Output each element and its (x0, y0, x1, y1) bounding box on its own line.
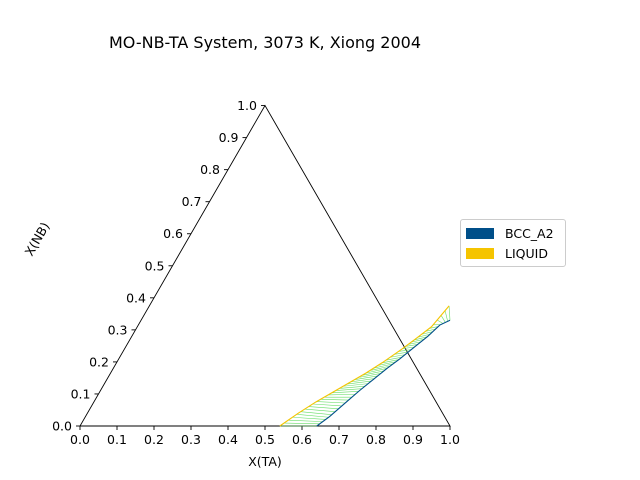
y-tick-label: 0.3 (108, 322, 128, 337)
y-tick-label: 0.8 (200, 162, 220, 177)
x-tick-label: 0.3 (181, 432, 201, 447)
tie-line (369, 365, 391, 371)
tie-line (373, 363, 394, 369)
legend-label-bcc: BCC_A2 (505, 226, 554, 241)
tie-line (327, 393, 356, 396)
tie-line (296, 414, 329, 418)
y-tick-label: 0.5 (145, 258, 165, 273)
triangle-outline (79, 104, 451, 427)
x-tick-label: 0.9 (403, 432, 423, 447)
tie-line (292, 416, 326, 420)
liquid-boundary-line (279, 305, 450, 427)
x-tick-label: 0.7 (329, 432, 349, 447)
tie-line (402, 346, 415, 349)
legend: BCC_A2 LIQUID (460, 219, 566, 267)
tie-line (436, 319, 444, 324)
legend-swatch-liquid (466, 248, 494, 259)
tie-line (361, 370, 385, 376)
y-tick-label: 0.0 (52, 419, 72, 434)
tie-line (408, 341, 421, 345)
x-tick-label: 0.5 (255, 432, 275, 447)
tie-line (398, 349, 412, 352)
tie-line (343, 383, 369, 387)
tie-line (390, 354, 406, 358)
y-tick-label: 0.4 (126, 290, 146, 305)
y-tick-label: 0.1 (71, 386, 91, 401)
tie-line (339, 385, 366, 389)
tie-line (331, 391, 359, 394)
legend-label-liquid: LIQUID (505, 246, 548, 261)
tie-line (429, 326, 439, 329)
y-tick-label: 0.9 (219, 130, 239, 145)
x-tick-label: 0.4 (218, 432, 238, 447)
y-tick-label: 0.6 (163, 226, 183, 241)
tie-line (358, 373, 381, 378)
chart-title: MO-NB-TA System, 3073 K, Xiong 2004 (108, 33, 422, 52)
tie-line (312, 403, 342, 407)
tie-line (385, 356, 402, 361)
tie-line (300, 411, 332, 415)
tie-line (377, 361, 396, 366)
tie-line (354, 375, 378, 380)
x-tick-label: 0.2 (144, 432, 164, 447)
tie-line (411, 339, 425, 343)
tie-line (308, 406, 339, 410)
tie-line (320, 399, 349, 401)
x-tick-label: 1.0 (440, 432, 460, 447)
tie-line (346, 380, 372, 385)
x-tick-label: 0.8 (366, 432, 386, 447)
tie-line (444, 310, 448, 322)
phase-boundaries (279, 305, 451, 427)
ternary-axes (79, 104, 451, 427)
tie-line (288, 419, 323, 422)
y-tick-label: 0.7 (182, 194, 202, 209)
tie-line (350, 378, 375, 383)
bcc-boundary-line (316, 319, 451, 427)
x-tick-label: 0.0 (70, 432, 90, 447)
legend-swatch-bcc (466, 228, 494, 239)
tie-line (440, 315, 446, 323)
tie-line (425, 328, 436, 332)
tie-line (405, 344, 418, 347)
tie-line (414, 336, 428, 341)
tie-line (316, 401, 346, 404)
tie-line (335, 388, 362, 391)
tie-line (381, 359, 399, 364)
tie-line (283, 422, 320, 425)
tie-line (417, 333, 431, 338)
y-tick-label: 1.0 (237, 98, 257, 113)
tie-line (421, 331, 433, 335)
ternary-ticks: 0.0 0.1 0.2 0.3 0.4 0.5 0.6 0.7 0.8 0.9 1.0 0.0 0.1 0… (52, 98, 460, 447)
x-axis-label: X(TA) (248, 454, 282, 469)
tie-line (448, 305, 451, 321)
tie-line (304, 408, 336, 413)
x-tick-label: 0.6 (292, 432, 312, 447)
tie-line (365, 368, 388, 374)
tie-lines (279, 305, 451, 427)
tie-line (394, 351, 409, 355)
y-tick-label: 0.2 (89, 354, 109, 369)
x-tick-label: 0.1 (107, 432, 127, 447)
